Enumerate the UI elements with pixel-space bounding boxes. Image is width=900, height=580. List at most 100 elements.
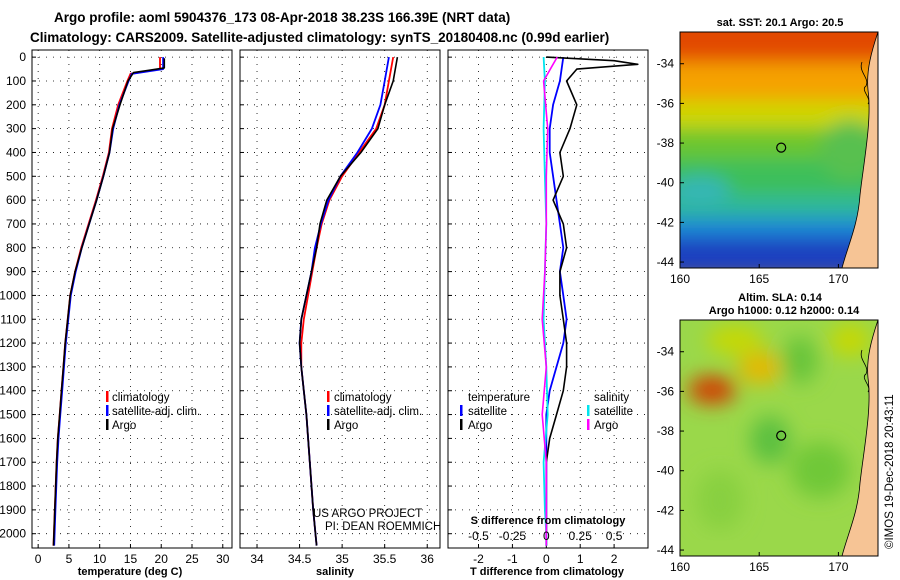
sst-map-field [680, 32, 878, 268]
x-tick-label: 5 [66, 552, 73, 566]
sst-map-frame [679, 31, 879, 269]
x-tick-label: 0 [35, 552, 42, 566]
lat-tick-label: -44 [657, 543, 675, 557]
legend-sal-argo-swatch [587, 419, 590, 430]
lon-tick-label: 160 [670, 560, 690, 574]
salinity-panel: 34 34.5 35 35.5 36 salinity climatology sate… [239, 49, 441, 578]
depth-tick-label: 1700 [0, 455, 26, 469]
sla-map [680, 320, 878, 556]
legend-climatology-swatch [327, 391, 330, 402]
legend-argo-swatch [327, 419, 330, 430]
temperature-legend: climatology satellite-adj. clim. Argo [106, 391, 200, 432]
depth-tick-label: 1400 [0, 384, 26, 398]
temperature-x-label: temperature (deg C) [78, 566, 183, 578]
depth-tick-label: 1100 [0, 312, 26, 326]
series-salinity-argo [541, 56, 558, 546]
legend-temperature-title: temperature [468, 392, 530, 404]
legend-satellite-swatch [327, 405, 330, 416]
sst-map [680, 32, 878, 268]
x-tick-label: 20 [155, 552, 169, 566]
s-tick-label: -0.5 [468, 529, 489, 543]
depth-axis-labels: 0 100 200 300 400 500 600 700 800 900 1000 1100 1200… [0, 50, 26, 541]
legend-sal-satellite-label: satellite [594, 406, 633, 418]
series-argo [298, 56, 399, 546]
salinity-axes-frame [239, 49, 441, 549]
legend-climatology-swatch [106, 391, 109, 402]
legend-temp-satellite-label: satellite [468, 406, 507, 418]
legend-temp-satellite-swatch [460, 405, 463, 416]
lon-tick-label: 170 [828, 272, 848, 286]
salinity-difference-label: S difference from climatology [471, 515, 627, 527]
salinity-x-label: salinity [316, 566, 355, 578]
s-tick-label: -0.25 [499, 529, 527, 543]
sst-map-land [841, 32, 878, 268]
lat-tick-label: -42 [657, 215, 675, 229]
legend-satellite-swatch [106, 405, 109, 416]
temperature-axes-frame [31, 49, 233, 549]
temperature-difference-label: T difference from climatology [470, 566, 625, 578]
legend-temp-argo-label: Argo [468, 420, 492, 432]
x-tick-label: 2 [611, 552, 618, 566]
difference-legend: temperature satellite Argo salinity sate… [460, 392, 633, 432]
x-tick-label: 35.5 [373, 552, 397, 566]
sla-map-title-1: Altim. SLA: 0.14 [738, 292, 823, 304]
s-tick-label: 0 [543, 529, 550, 543]
lat-tick-label: -34 [657, 345, 675, 359]
legend-satellite-label: satellite-adj. clim. [112, 406, 200, 418]
x-tick-label: 34 [250, 552, 264, 566]
lat-tick-label: -36 [657, 384, 675, 398]
x-tick-label: 30 [216, 552, 230, 566]
sst-float-marker [776, 142, 787, 153]
figure-title-line2: Climatology: CARS2009. Satellite-adjuste… [30, 30, 609, 45]
depth-tick-label: 1000 [0, 288, 26, 302]
depth-tick-label: 0 [19, 50, 26, 64]
legend-climatology-label: climatology [112, 392, 170, 404]
s-tick-label: 0.25 [569, 529, 593, 543]
lat-tick-label: -38 [657, 424, 675, 438]
sst-map-ticks: -34 -36 -38 -40 -42 -44 160 165 170 [657, 57, 849, 286]
sla-float-marker [776, 430, 787, 441]
sst-map-coastline [860, 61, 870, 105]
depth-tick-label: 300 [6, 122, 26, 136]
credit-pi: PI: DEAN ROEMMICH [325, 521, 441, 533]
depth-tick-label: 1500 [0, 408, 26, 422]
sla-map-title-2: Argo h1000: 0.12 h2000: 0.14 [709, 305, 860, 317]
legend-argo-swatch [106, 419, 109, 430]
legend-climatology-label: climatology [334, 392, 392, 404]
x-tick-label: -2 [473, 552, 484, 566]
legend-salinity-title: salinity [594, 392, 629, 404]
difference-panel: -2 -1 0 1 2 -0.5 -0.25 0 0.25 0.5 S difference f… [447, 49, 649, 578]
x-tick-label: 1 [577, 552, 584, 566]
legend-sal-satellite-swatch [587, 405, 590, 416]
legend-argo-label: Argo [334, 420, 358, 432]
series-temperature-argo [545, 56, 639, 546]
series-salinity-satellite [542, 57, 549, 546]
x-tick-label: 36 [421, 552, 435, 566]
x-tick-label: 10 [93, 552, 107, 566]
s-tick-label: 0.5 [606, 529, 623, 543]
sst-map-title: sat. SST: 20.1 Argo: 20.5 [717, 17, 844, 29]
depth-tick-label: 600 [6, 193, 26, 207]
lat-tick-label: -42 [657, 503, 675, 517]
depth-tick-label: 1600 [0, 431, 26, 445]
legend-satellite-label: satellite-adj. clim. [334, 406, 422, 418]
legend-sal-argo-label: Argo [594, 420, 618, 432]
depth-tick-label: 1300 [0, 360, 26, 374]
sla-map-ticks: -34 -36 -38 -40 -42 -44 160 165 170 [657, 345, 849, 574]
depth-tick-label: 200 [6, 98, 26, 112]
credit-project: US ARGO PROJECT [313, 508, 422, 520]
lon-tick-label: 160 [670, 272, 690, 286]
x-tick-label: 0 [543, 552, 550, 566]
depth-tick-label: 1200 [0, 336, 26, 350]
watermark: ©IMOS 19-Dec-2018 20:43:11 [884, 394, 896, 549]
lat-tick-label: -40 [657, 176, 675, 190]
x-tick-label: 15 [124, 552, 138, 566]
depth-tick-label: 100 [6, 74, 26, 88]
x-tick-label: 35 [335, 552, 349, 566]
lat-tick-label: -34 [657, 57, 675, 71]
lat-tick-label: -40 [657, 464, 675, 478]
depth-tick-label: 400 [6, 145, 26, 159]
lon-tick-label: 165 [749, 272, 769, 286]
sla-map-coastline [860, 349, 870, 393]
